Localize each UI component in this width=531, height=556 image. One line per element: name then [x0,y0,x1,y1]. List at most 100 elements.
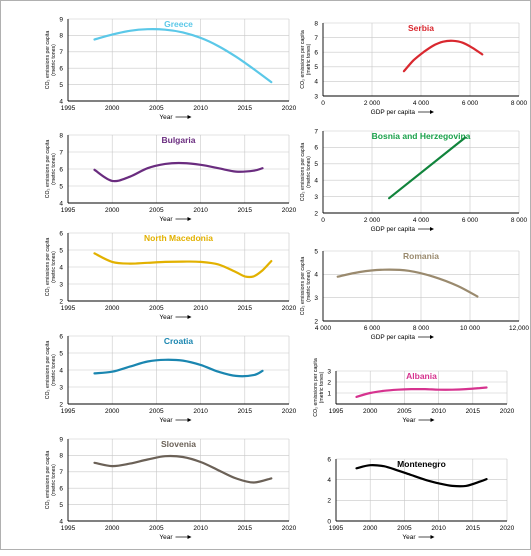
x-tick-label: 2020 [500,408,515,415]
x-tick-label: 2020 [500,525,515,532]
x-tick-label: 1995 [61,105,76,112]
x-label-arrowhead [430,110,434,114]
x-tick-label: 2000 [363,408,378,415]
x-axis-label: GDP per capita [371,226,416,233]
y-axis-label-line2: (metric tones) [51,251,57,283]
y-tick-label: 2 [314,318,318,325]
x-tick-label: 2015 [238,525,253,532]
y-tick-label: 2 [59,298,63,305]
y-tick-label: 7 [314,128,318,135]
y-axis-label-line2: (metric tones) [51,44,57,76]
x-axis-label: GDP per capita [371,109,416,116]
y-tick-label: 2 [59,401,63,408]
chart-title: Serbia [408,23,434,33]
y-tick-label: 3 [314,93,318,100]
y-axis-label-line2: (metric tones) [306,270,312,302]
y-tick-label: 3 [327,368,331,375]
x-tick-label: 2000 [105,525,120,532]
x-tick-label: 8 000 [413,325,430,332]
series-line [389,138,465,199]
x-axis-label: Year [159,314,173,321]
x-tick-label: 8 000 [511,217,528,224]
y-tick-label: 9 [59,436,63,443]
x-tick-label: 2015 [238,207,253,214]
y-tick-label: 6 [59,230,63,237]
x-label-arrowhead [188,418,192,422]
x-tick-label: 2000 [105,408,120,415]
chart-title: Bulgaria [161,135,195,145]
x-tick-label: 0 [321,217,325,224]
y-tick-label: 7 [59,149,63,156]
x-tick-label: 12,000 [509,325,529,332]
y-tick-label: 6 [327,456,331,463]
x-tick-label: 1995 [61,305,76,312]
y-axis-label-line2: (metric tones) [319,371,325,403]
y-tick-label: 8 [59,453,63,460]
y-tick-label: 6 [59,166,63,173]
x-tick-label: 4 000 [413,100,430,107]
chart-title: Romania [403,251,439,261]
x-label-arrowhead [188,115,192,119]
x-tick-label: 2020 [282,207,297,214]
y-tick-label: 5 [59,82,63,89]
y-tick-label: 2 [327,498,331,505]
chart-title: Greece [164,19,193,29]
y-tick-label: 6 [314,50,318,57]
y-tick-label: 7 [59,469,63,476]
y-tick-label: 3 [314,194,318,201]
x-label-arrowhead [431,535,435,539]
x-tick-label: 6 000 [364,325,381,332]
x-axis-label: Year [159,534,173,541]
y-axis-label-line2: (metric tones) [51,354,57,386]
x-tick-label: 2 000 [364,100,381,107]
y-tick-label: 4 [327,477,331,484]
y-tick-label: 5 [59,502,63,509]
y-tick-label: 5 [314,248,318,255]
x-tick-label: 2005 [149,408,164,415]
y-tick-label: 4 [59,200,63,207]
y-tick-label: 2 [314,210,318,217]
y-tick-label: 4 [59,98,63,105]
x-tick-label: 2000 [105,105,120,112]
x-label-arrowhead [430,227,434,231]
chart-title: Slovenia [161,439,196,449]
y-tick-label: 4 [314,79,318,86]
y-axis-label: CO₂ emissions per capita(metric tones) [300,143,312,202]
chart-title: North Macedonia [144,233,213,243]
x-axis-label: GDP per capita [371,334,416,341]
y-tick-label: 6 [59,486,63,493]
chart-title: Croatia [164,336,194,346]
y-tick-label: 4 [314,178,318,185]
y-axis-label: CO₂ emissions per capita(metric tones) [45,451,57,510]
x-tick-label: 2015 [466,408,481,415]
x-tick-label: 4 000 [413,217,430,224]
x-tick-label: 2020 [282,305,297,312]
y-tick-label: 3 [59,281,63,288]
series-line [338,270,478,297]
x-tick-label: 2010 [193,207,208,214]
x-label-arrowhead [430,335,434,339]
y-tick-label: 5 [59,247,63,254]
x-tick-label: 8 000 [511,100,528,107]
x-axis-label: Year [159,216,173,223]
x-tick-label: 2005 [149,305,164,312]
y-axis-label: CO₂ emissions per capita(metric tones) [300,30,312,89]
y-tick-label: 5 [314,161,318,168]
x-tick-label: 2010 [193,525,208,532]
y-tick-label: 0 [327,518,331,525]
y-axis-label-line2: (metric tones) [306,43,312,75]
y-tick-label: 5 [59,183,63,190]
y-tick-label: 4 [59,367,63,374]
y-axis-label-line2: (metric tones) [306,156,312,188]
x-tick-label: 1995 [61,207,76,214]
x-tick-label: 2010 [193,305,208,312]
y-tick-label: 5 [314,64,318,71]
x-tick-label: 1995 [61,525,76,532]
